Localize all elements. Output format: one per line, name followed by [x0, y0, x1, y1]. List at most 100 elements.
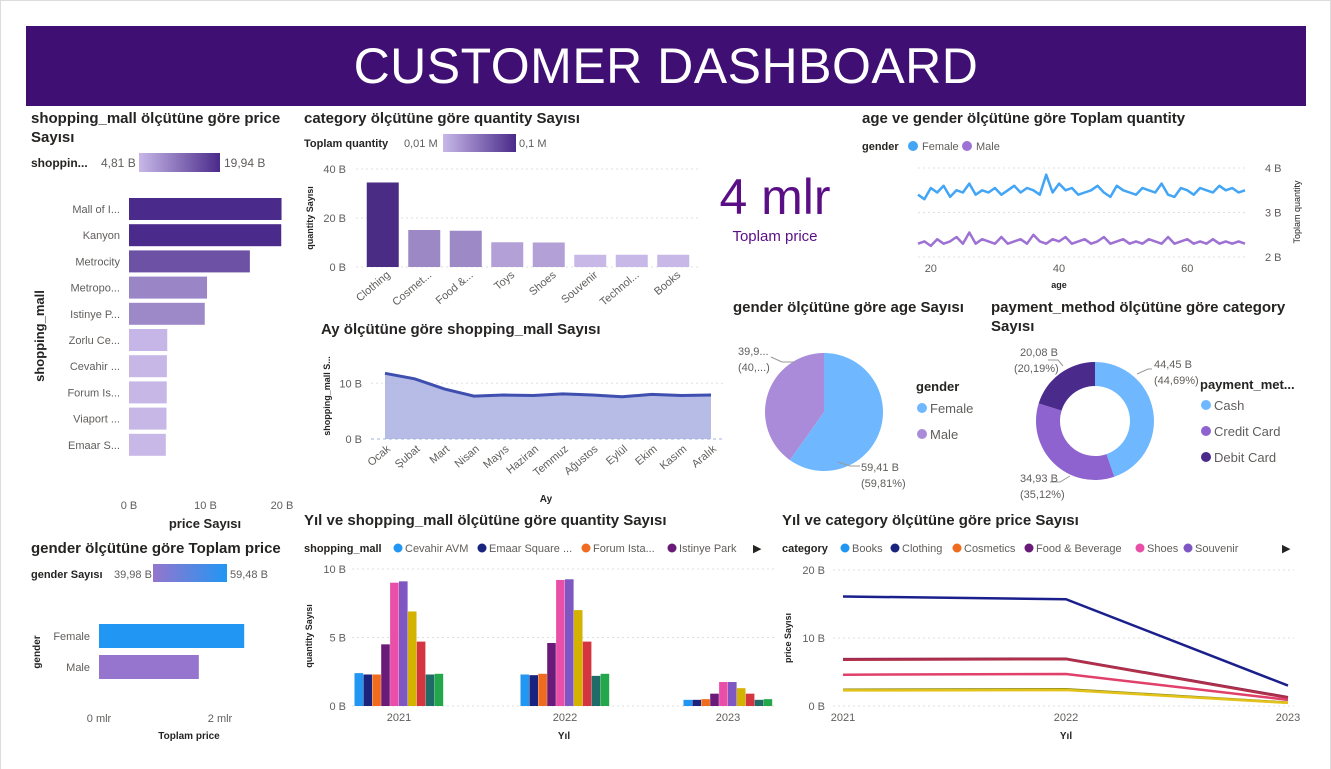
- donut-slice-cash: [1095, 362, 1154, 477]
- y-tick-0: 0 B: [329, 262, 346, 274]
- x-tick-2: 60: [1181, 263, 1193, 275]
- bar-toys: [491, 242, 524, 267]
- legend-item-books: Books: [852, 543, 883, 555]
- legend-title: shopping_mall: [304, 543, 382, 555]
- bar-emaar-s: [129, 433, 166, 456]
- legend-item-shoes: Shoes: [1147, 543, 1179, 555]
- x-tick-0: 20: [925, 263, 937, 275]
- category-label-viaport: Viaport ...: [73, 414, 120, 426]
- y-tick-0: 0 B: [345, 434, 362, 446]
- x-tick-2: 20 B: [271, 500, 294, 512]
- legend-item-male: Male: [976, 141, 1000, 153]
- x-tick-2022: 2022: [553, 712, 577, 724]
- data-pct-credit: (35,12%): [1020, 489, 1065, 501]
- age-gender-chart: gender Female Male 2 B 3 B 4 B 20 40 60 age Toplam…: [862, 141, 1302, 290]
- title-age-gender: age ve gender ölçütüne göre Toplam quant…: [862, 110, 1186, 127]
- data-label-debit: 20,08 B: [1020, 347, 1058, 359]
- legend-max: 59,48 B: [230, 569, 268, 581]
- x-axis-label: Yıl: [558, 731, 570, 742]
- bar-books: [657, 254, 690, 267]
- bar-istinye-p: [129, 302, 205, 325]
- frame-left: [0, 0, 1, 769]
- bar-2022-9: [600, 673, 610, 706]
- bar-2021-2: [372, 674, 381, 706]
- x-axis-label: price Sayısı: [169, 516, 241, 531]
- bar-2022-5: [565, 579, 574, 706]
- title-payment: payment_method ölçütüne göre category Sa…: [991, 299, 1286, 335]
- legend-min: 4,81 B: [101, 156, 136, 170]
- x-tick-1: 2 mlr: [208, 713, 233, 725]
- x-axis-label: age: [1051, 280, 1067, 290]
- legend-dot-clothing: [890, 543, 900, 553]
- bar-2021-6: [407, 611, 417, 706]
- data-pct-female: (59,81%): [861, 478, 906, 490]
- legend-item-female: Female: [922, 141, 959, 153]
- x-axis-label: Toplam price: [158, 731, 220, 742]
- bar-2021-0: [354, 673, 364, 706]
- y-tick-1: 3 B: [1265, 208, 1282, 220]
- series-line-female: [917, 173, 1246, 201]
- y-tick-1: 20 B: [323, 213, 346, 225]
- data-pct-debit: (20,19%): [1014, 363, 1059, 375]
- legend-item-cash: Cash: [1214, 398, 1244, 413]
- data-label-cash: 44,45 B: [1154, 359, 1192, 371]
- category-label-metrocity: Metrocity: [75, 256, 120, 268]
- bar-forum-is: [129, 381, 167, 404]
- bar-2022-7: [582, 641, 592, 706]
- bar-2023-2: [701, 699, 710, 706]
- legend-item-istinye-park: Istinye Park: [679, 543, 737, 555]
- bar-2021-3: [381, 644, 390, 706]
- x-tick-2021: 2021: [831, 712, 855, 724]
- title-year-mall: Yıl ve shopping_mall ölçütüne göre quant…: [304, 512, 667, 529]
- area-fill: [385, 373, 711, 439]
- data-pct-male: (40,...): [738, 362, 770, 374]
- bar-2022-2: [538, 673, 547, 706]
- legend-title: gender: [862, 141, 899, 153]
- x-tick-0: 0 mlr: [87, 713, 112, 725]
- bar-shoes: [532, 242, 565, 267]
- category-label-mall-of-i: Mall of I...: [72, 204, 120, 216]
- y-tick-0: 2 B: [1265, 252, 1282, 264]
- bar-viaport: [129, 407, 167, 430]
- x-tick-2022: 2022: [1054, 712, 1078, 724]
- bar-2022-3: [547, 642, 556, 706]
- category-label-female: Female: [53, 631, 90, 643]
- legend-item-food-beverage: Food & Beverage: [1036, 543, 1122, 555]
- x-tick-1: 10 B: [194, 500, 217, 512]
- area-line: [384, 371, 712, 399]
- bar-souvenir: [574, 254, 607, 267]
- legend-dot-emaar-square: [477, 543, 487, 553]
- category-label-forum-is: Forum Is...: [67, 387, 120, 399]
- legend-title: gender: [916, 379, 959, 394]
- bar-2023-7: [745, 693, 755, 706]
- bar-male: [99, 655, 199, 679]
- legend-next-icon: ▶: [753, 543, 762, 555]
- legend-field: shoppin...: [31, 156, 88, 170]
- y-tick-2: 10 B: [323, 564, 346, 576]
- bar-mall-of-i: [129, 198, 282, 220]
- x-tick-2023: 2023: [716, 712, 740, 724]
- category-label-kanyon: Kanyon: [83, 230, 120, 242]
- bar-2021-4: [390, 582, 399, 706]
- bar-2023-6: [736, 688, 746, 706]
- pie-slice-female: [789, 353, 883, 471]
- legend-gradient: [443, 134, 516, 152]
- series-line-clothing: [842, 595, 1289, 687]
- y-axis-label: shopping_mall: [32, 290, 47, 382]
- bar-2023-8: [754, 699, 764, 706]
- bar-food: [449, 230, 482, 267]
- legend-field: gender Sayısı: [31, 569, 103, 581]
- y-tick-2: 4 B: [1265, 163, 1282, 175]
- legend-gradient: [153, 564, 227, 582]
- title-gender-price: gender ölçütüne göre Toplam price: [31, 540, 281, 557]
- pie-slice-male: [764, 353, 824, 461]
- legend-dot-female: [908, 141, 918, 151]
- y-axis-label: quantity Sayısı: [304, 604, 314, 668]
- y-tick-0: 0 B: [329, 701, 346, 713]
- bar-2021-9: [434, 673, 444, 706]
- y-axis-label: Toplam quantity: [1292, 180, 1302, 244]
- bar-2022-1: [529, 675, 538, 706]
- legend-dot-shoes: [1135, 543, 1145, 553]
